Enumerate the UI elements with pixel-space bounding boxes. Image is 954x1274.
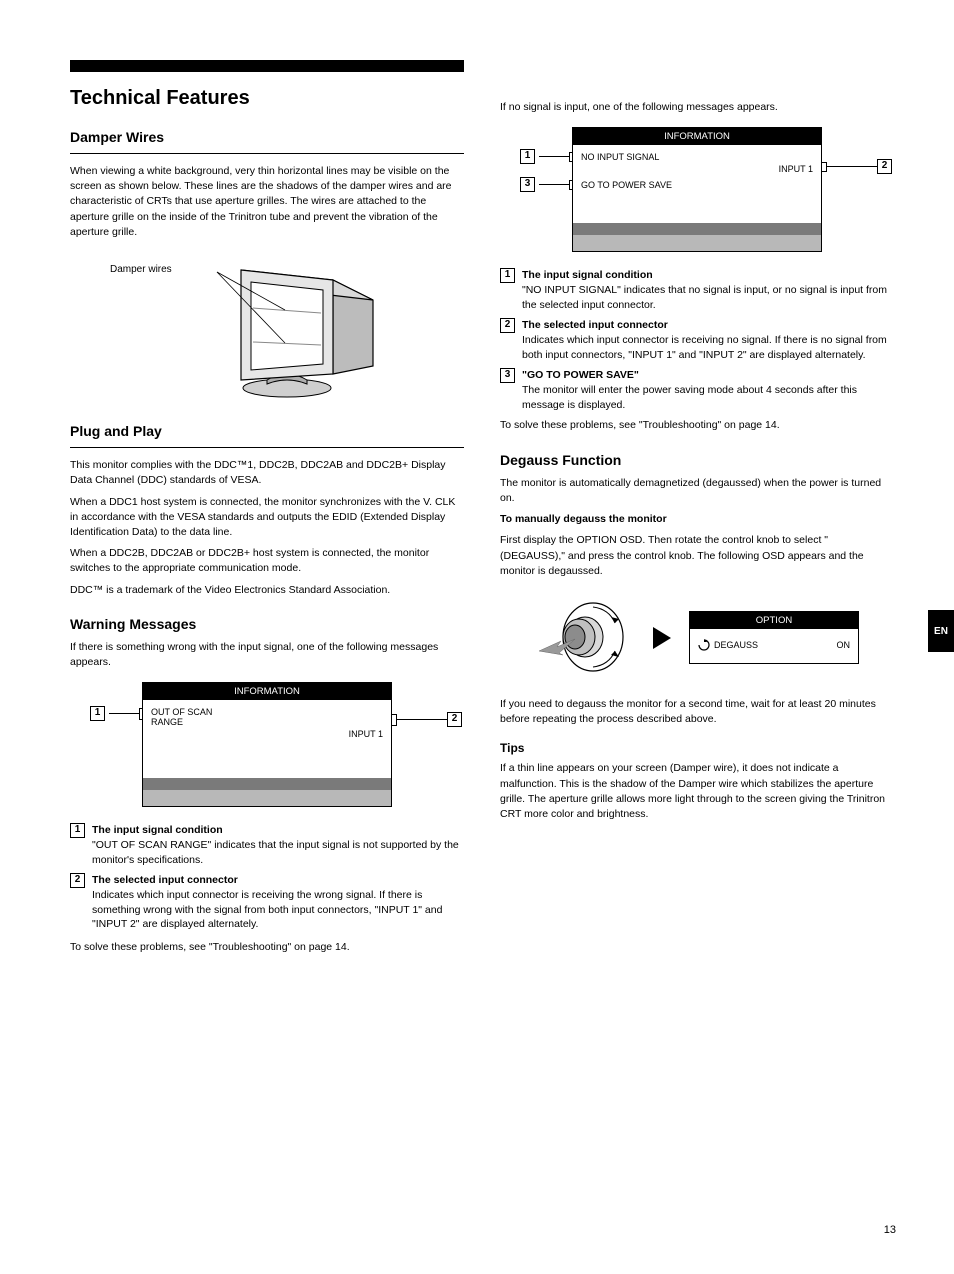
definition-2: 2 The selected input connector Indicates… — [70, 873, 464, 932]
callout-3: 3 — [520, 177, 574, 192]
def-label: "GO TO POWER SAVE" — [522, 369, 639, 381]
osd-information-2: 1 3 2 INFORMATION — [500, 127, 894, 252]
osd-title: INFORMATION — [573, 128, 821, 145]
num-icon: 2 — [500, 318, 515, 333]
monitor-illustration: Damper wires — [70, 250, 464, 405]
paragraph-bold: To manually degauss the monitor — [500, 513, 667, 525]
paragraph: If you need to degauss the monitor for a… — [500, 697, 894, 727]
footer-note: To solve these problems, see "Troublesho… — [70, 940, 464, 955]
osd-row: INPUT 1 — [349, 729, 383, 739]
osd-row: INPUT 1 — [779, 164, 813, 174]
def-text: Indicates which input connector is recei… — [92, 889, 442, 930]
arrow-right-icon — [653, 627, 671, 649]
page-number: 13 — [884, 1224, 896, 1236]
osd-label: DEGAUSS — [714, 640, 758, 650]
monitor-svg — [137, 250, 397, 400]
paragraph: First display the OPTION OSD. Then rotat… — [500, 533, 894, 579]
definition-2: 2 The selected input connector Indicates… — [500, 318, 894, 362]
paragraph: When viewing a white background, very th… — [70, 164, 464, 240]
rule — [70, 153, 464, 154]
def-text: Indicates which input connector is recei… — [522, 334, 887, 361]
num-icon: 1 — [70, 823, 85, 838]
paragraph: If a thin line appears on your screen (D… — [500, 761, 894, 822]
warning-text: If there is something wrong with the inp… — [70, 640, 464, 670]
num-icon: 3 — [500, 368, 515, 383]
osd-row: NO INPUT SIGNAL — [581, 152, 659, 162]
degauss-row: OPTION DEGAUSS ON — [500, 593, 894, 683]
paragraph: If there is something wrong with the inp… — [70, 640, 464, 670]
definition-1: 1 The input signal condition "OUT OF SCA… — [70, 823, 464, 867]
section-title: Technical Features — [70, 86, 464, 111]
degauss-osd: OPTION DEGAUSS ON — [689, 611, 859, 664]
callout-2: 2 — [392, 712, 466, 727]
pnp-heading: Plug and Play — [70, 423, 464, 439]
paragraph: This monitor complies with the DDC™1, DD… — [70, 458, 464, 488]
control-knob-icon — [535, 593, 635, 683]
osd-row: GO TO POWER SAVE — [581, 180, 672, 190]
paragraph: When a DDC1 host system is connected, th… — [70, 495, 464, 541]
osd-value: ON — [837, 640, 851, 650]
warning-heading: Warning Messages — [70, 616, 464, 632]
callout-1: 1 — [90, 706, 144, 721]
num-icon: 1 — [500, 268, 515, 283]
degauss-heading: Degauss Function — [500, 452, 894, 468]
paragraph: DDC™ is a trademark of the Video Electro… — [70, 583, 464, 598]
damper-heading: Damper Wires — [70, 129, 464, 145]
definition-3: 3 "GO TO POWER SAVE" The monitor will en… — [500, 368, 894, 412]
damper-text: When viewing a white background, very th… — [70, 164, 464, 240]
pnp-text: This monitor complies with the DDC™1, DD… — [70, 458, 464, 598]
degauss-icon — [698, 639, 710, 651]
paragraph: The monitor is automatically demagnetize… — [500, 476, 894, 506]
callout-num: 2 — [877, 159, 892, 174]
damper-wires-label: Damper wires — [110, 264, 172, 275]
callout-num: 1 — [520, 149, 535, 164]
callout-2: 2 — [822, 159, 896, 174]
def-text: "NO INPUT SIGNAL" indicates that no sign… — [522, 284, 887, 311]
osd-title: OPTION — [690, 612, 858, 629]
osd-row: OUT OF SCAN RANGE — [151, 707, 231, 727]
paragraph: When a DDC2B, DDC2AB or DDC2B+ host syst… — [70, 546, 464, 576]
def-label: The selected input connector — [522, 319, 668, 331]
definition-1: 1 The input signal condition "NO INPUT S… — [500, 268, 894, 312]
osd-information-1: 1 2 INFORMATION OUT OF SCAN RANGE INPUT — [70, 682, 464, 807]
callout-num: 2 — [447, 712, 462, 727]
left-column: Technical Features Damper Wires When vie… — [70, 60, 464, 961]
rule — [70, 447, 464, 448]
paragraph: If no signal is input, one of the follow… — [500, 100, 894, 115]
footer-note: To solve these problems, see "Troublesho… — [500, 418, 894, 433]
tips-heading: Tips — [500, 741, 894, 755]
def-text: The monitor will enter the power saving … — [522, 384, 857, 411]
callout-num: 1 — [90, 706, 105, 721]
right-column: If no signal is input, one of the follow… — [500, 60, 894, 961]
callout-1: 1 — [520, 149, 574, 164]
section-bar — [70, 60, 464, 72]
language-tab: EN — [928, 610, 954, 652]
def-label: The input signal condition — [522, 269, 653, 281]
def-text: "OUT OF SCAN RANGE" indicates that the i… — [92, 839, 459, 866]
def-label: The input signal condition — [92, 824, 223, 836]
num-icon: 2 — [70, 873, 85, 888]
osd-title: INFORMATION — [143, 683, 391, 700]
def-label: The selected input connector — [92, 874, 238, 886]
callout-num: 3 — [520, 177, 535, 192]
